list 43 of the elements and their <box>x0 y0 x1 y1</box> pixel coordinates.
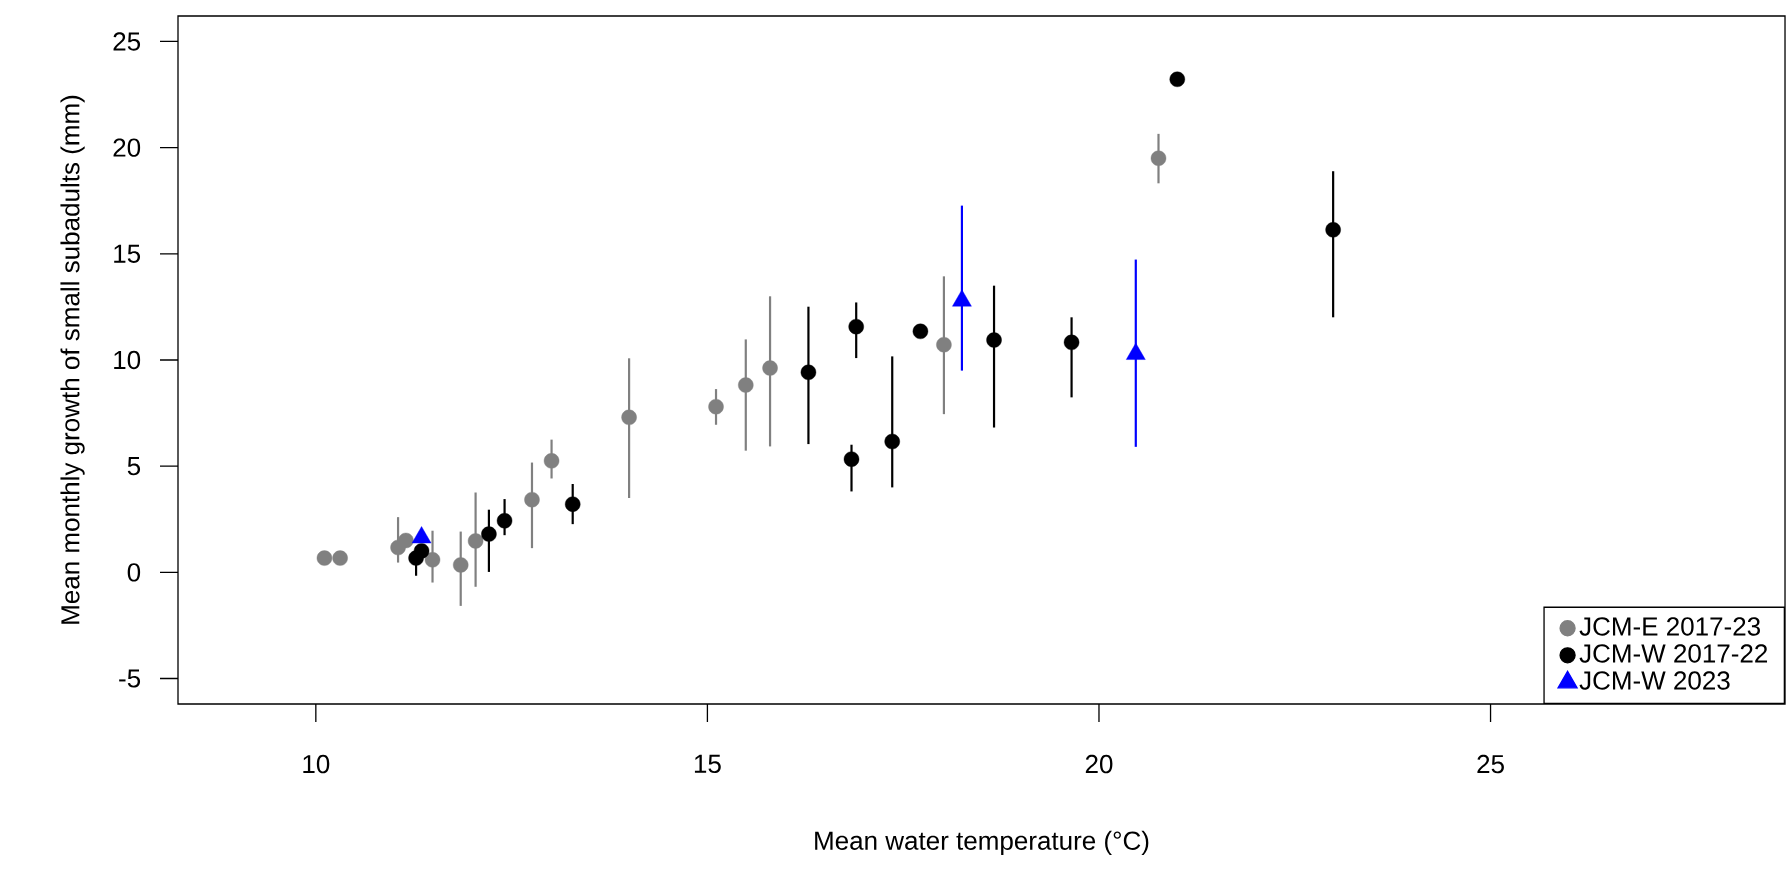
point <box>496 513 513 529</box>
point <box>800 364 817 381</box>
legend-label: JCM-W 2023 <box>1579 671 1730 690</box>
x-tick-label: 20 <box>1085 754 1113 774</box>
point <box>413 543 430 559</box>
point <box>1325 222 1341 238</box>
point <box>565 496 581 512</box>
legend-label: JCM-W 2017-22 <box>1579 644 1768 663</box>
point <box>1150 150 1167 166</box>
point <box>467 533 484 549</box>
y-axis-title: Mean monthly growth of small subadults (mm) <box>60 95 85 624</box>
point <box>986 332 1002 348</box>
point <box>762 360 778 376</box>
y-tick-label: 25 <box>113 32 141 51</box>
point <box>1063 334 1080 351</box>
x-axis-title: Mean water temperature (°C) <box>815 830 1149 856</box>
y-tick-label: 10 <box>114 350 141 370</box>
y-tick-label: 0 <box>127 563 141 582</box>
point <box>316 550 333 566</box>
point <box>884 433 900 450</box>
y-tick-label: 5 <box>127 457 141 476</box>
point <box>621 409 637 426</box>
point <box>524 492 540 508</box>
y-tick-label: 20 <box>113 138 141 157</box>
point <box>708 399 724 415</box>
x-tick-label: 25 <box>1477 754 1504 774</box>
point <box>936 337 952 353</box>
point <box>738 377 754 393</box>
y-tick-label: 15 <box>114 244 141 263</box>
x-tick-label: 10 <box>303 754 330 774</box>
point <box>332 550 348 566</box>
point <box>424 552 441 568</box>
point <box>398 532 414 549</box>
point <box>1169 71 1185 87</box>
legend-label: JCM-E 2017-23 <box>1579 617 1760 636</box>
point <box>543 453 560 469</box>
x-tick-label: 15 <box>694 754 721 774</box>
point <box>481 526 497 542</box>
point <box>912 323 929 340</box>
point <box>453 557 469 573</box>
y-tick-label: -5 <box>119 669 141 688</box>
point <box>843 451 860 467</box>
point <box>848 318 864 335</box>
